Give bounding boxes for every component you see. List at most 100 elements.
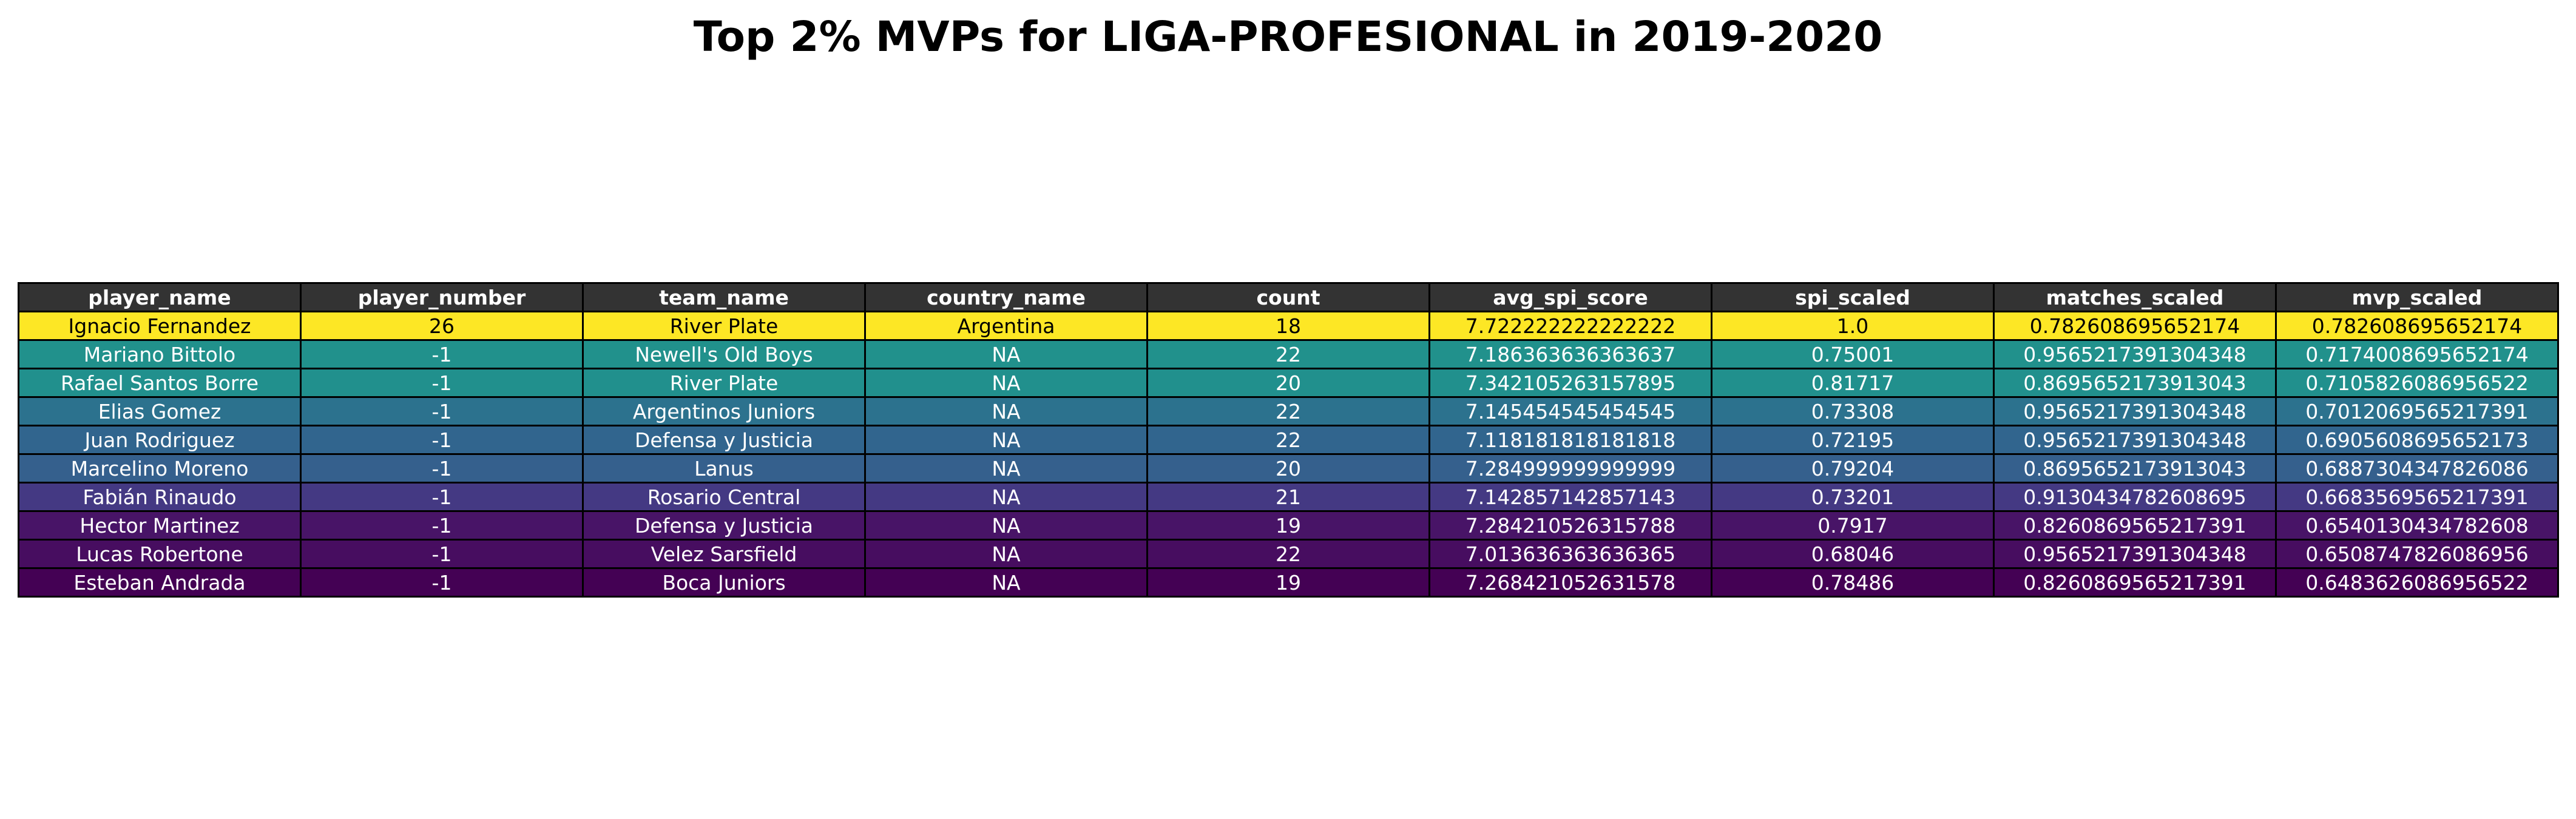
table-cell-player-name: Fabián Rinaudo: [18, 482, 302, 512]
table-cell-country-name: NA: [864, 368, 1148, 398]
column-header-country-name: country_name: [864, 282, 1148, 312]
table-cell-player-name: Juan Rodriguez: [18, 425, 302, 455]
table-cell-matches-scaled: 0.9565217391304348: [1993, 339, 2277, 369]
table-cell-avg-spi-score: 7.145454545454545: [1428, 396, 1712, 426]
table-cell-matches-scaled: 0.8260869565217391: [1993, 510, 2277, 541]
table-cell-team-name: Lanus: [582, 453, 866, 484]
table-cell-avg-spi-score: 7.722222222222222: [1428, 311, 1712, 341]
table-cell-matches-scaled: 0.9565217391304348: [1993, 539, 2277, 569]
table-cell-matches-scaled: 0.9130434782608695: [1993, 482, 2277, 512]
table-row: Lucas Robertone -1 Velez Sarsfield NA 22 7.01…: [18, 539, 2559, 569]
table-cell-spi-scaled: 0.75001: [1711, 339, 1995, 369]
table-cell-mvp-scaled: 0.6887304347826086: [2275, 453, 2559, 484]
table-cell-mvp-scaled: 0.7105826086956522: [2275, 368, 2559, 398]
mvp-table: player_name player_number team_name country…: [18, 282, 2559, 598]
table-cell-avg-spi-score: 7.013636363636365: [1428, 539, 1712, 569]
table-row: Esteban Andrada -1 Boca Juniors NA 19 7.26842…: [18, 567, 2559, 598]
table-cell-count: 21: [1146, 482, 1430, 512]
table-cell-player-name: Rafael Santos Borre: [18, 368, 302, 398]
table-cell-country-name: NA: [864, 425, 1148, 455]
table-cell-country-name: NA: [864, 339, 1148, 369]
table-cell-country-name: NA: [864, 567, 1148, 598]
table-cell-player-number: -1: [300, 567, 584, 598]
table-row: Marcelino Moreno -1 Lanus NA 20 7.28499999999…: [18, 453, 2559, 484]
table-cell-player-name: Ignacio Fernandez: [18, 311, 302, 341]
table-cell-team-name: Defensa y Justicia: [582, 510, 866, 541]
table-cell-mvp-scaled: 0.6905608695652173: [2275, 425, 2559, 455]
table-cell-matches-scaled: 0.8260869565217391: [1993, 567, 2277, 598]
table-row: Ignacio Fernandez 26 River Plate Argentina 1…: [18, 311, 2559, 341]
table-cell-spi-scaled: 0.7917: [1711, 510, 1995, 541]
table-cell-player-name: Elias Gomez: [18, 396, 302, 426]
table-cell-player-name: Hector Martinez: [18, 510, 302, 541]
table-cell-matches-scaled: 0.9565217391304348: [1993, 396, 2277, 426]
table-cell-mvp-scaled: 0.6683569565217391: [2275, 482, 2559, 512]
table-cell-team-name: Boca Juniors: [582, 567, 866, 598]
table-row: Hector Martinez -1 Defensa y Justicia NA 19 7…: [18, 510, 2559, 541]
table-cell-country-name: NA: [864, 482, 1148, 512]
table-cell-player-number: -1: [300, 453, 584, 484]
column-header-player-name: player_name: [18, 282, 302, 312]
table-cell-country-name: NA: [864, 453, 1148, 484]
chart-title: Top 2% MVPs for LIGA-PROFESIONAL in 2019…: [693, 13, 1883, 61]
table-cell-count: 22: [1146, 396, 1430, 426]
table-cell-player-number: -1: [300, 368, 584, 398]
table-cell-country-name: NA: [864, 396, 1148, 426]
table-cell-player-number: 26: [300, 311, 584, 341]
table-cell-avg-spi-score: 7.118181818181818: [1428, 425, 1712, 455]
column-header-avg-spi-score: avg_spi_score: [1428, 282, 1712, 312]
table-cell-count: 18: [1146, 311, 1430, 341]
table-cell-avg-spi-score: 7.142857142857143: [1428, 482, 1712, 512]
table-cell-country-name: Argentina: [864, 311, 1148, 341]
table-cell-mvp-scaled: 0.7012069565217391: [2275, 396, 2559, 426]
column-header-count: count: [1146, 282, 1430, 312]
column-header-spi-scaled: spi_scaled: [1711, 282, 1995, 312]
column-header-player-number: player_number: [300, 282, 584, 312]
table-cell-count: 22: [1146, 339, 1430, 369]
table-cell-team-name: River Plate: [582, 311, 866, 341]
table-cell-spi-scaled: 1.0: [1711, 311, 1995, 341]
table-cell-country-name: NA: [864, 510, 1148, 541]
table-cell-player-name: Mariano Bittolo: [18, 339, 302, 369]
table-cell-player-number: -1: [300, 396, 584, 426]
table-cell-team-name: Defensa y Justicia: [582, 425, 866, 455]
table-cell-avg-spi-score: 7.284999999999999: [1428, 453, 1712, 484]
table-cell-mvp-scaled: 0.6540130434782608: [2275, 510, 2559, 541]
table-cell-count: 22: [1146, 425, 1430, 455]
table-cell-team-name: Velez Sarsfield: [582, 539, 866, 569]
table-cell-player-number: -1: [300, 339, 584, 369]
table-cell-count: 20: [1146, 368, 1430, 398]
table-cell-count: 20: [1146, 453, 1430, 484]
table-cell-mvp-scaled: 0.782608695652174: [2275, 311, 2559, 341]
table-cell-matches-scaled: 0.782608695652174: [1993, 311, 2277, 341]
table-cell-mvp-scaled: 0.6508747826086956: [2275, 539, 2559, 569]
table-cell-mvp-scaled: 0.7174008695652174: [2275, 339, 2559, 369]
table-cell-avg-spi-score: 7.284210526315788: [1428, 510, 1712, 541]
table-cell-player-number: -1: [300, 539, 584, 569]
table-cell-spi-scaled: 0.81717: [1711, 368, 1995, 398]
table-cell-matches-scaled: 0.8695652173913043: [1993, 453, 2277, 484]
table-cell-spi-scaled: 0.68046: [1711, 539, 1995, 569]
table-row: Fabián Rinaudo -1 Rosario Central NA 21 7.142…: [18, 482, 2559, 512]
table-cell-player-name: Marcelino Moreno: [18, 453, 302, 484]
table-cell-count: 19: [1146, 567, 1430, 598]
table-cell-avg-spi-score: 7.342105263157895: [1428, 368, 1712, 398]
table-cell-team-name: Rosario Central: [582, 482, 866, 512]
table-cell-count: 22: [1146, 539, 1430, 569]
table-cell-player-number: -1: [300, 510, 584, 541]
table-cell-spi-scaled: 0.73308: [1711, 396, 1995, 426]
table-cell-avg-spi-score: 7.186363636363637: [1428, 339, 1712, 369]
table-row: Elias Gomez -1 Argentinos Juniors NA 22 7.145…: [18, 396, 2559, 426]
table-cell-player-number: -1: [300, 482, 584, 512]
column-header-matches-scaled: matches_scaled: [1993, 282, 2277, 312]
table-cell-spi-scaled: 0.72195: [1711, 425, 1995, 455]
table-cell-player-number: -1: [300, 425, 584, 455]
table-cell-spi-scaled: 0.78486: [1711, 567, 1995, 598]
table-row: Juan Rodriguez -1 Defensa y Justicia NA 22 7.…: [18, 425, 2559, 455]
table-cell-player-name: Lucas Robertone: [18, 539, 302, 569]
table-cell-count: 19: [1146, 510, 1430, 541]
table-cell-team-name: Newell's Old Boys: [582, 339, 866, 369]
table-cell-player-name: Esteban Andrada: [18, 567, 302, 598]
column-header-team-name: team_name: [582, 282, 866, 312]
table-header-row: player_name player_number team_name country…: [18, 282, 2559, 312]
